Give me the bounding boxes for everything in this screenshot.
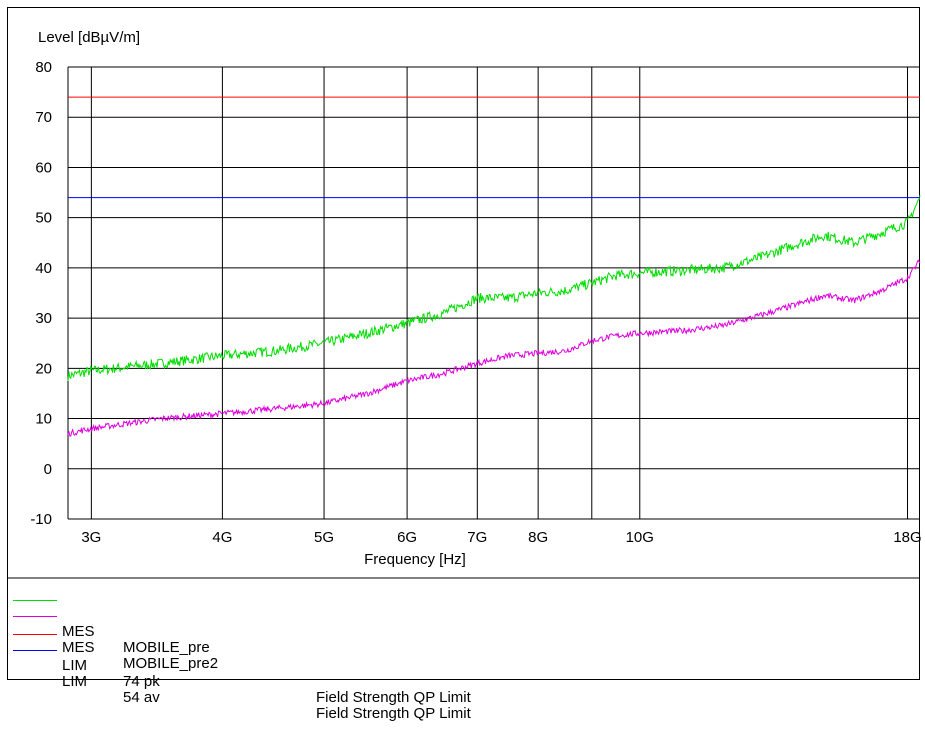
x-tick-label: 6G xyxy=(397,529,417,546)
y-tick-label: 70 xyxy=(35,109,52,126)
y-tick-label: 10 xyxy=(35,411,52,428)
legend-desc: Field Strength QP Limit xyxy=(316,705,471,722)
y-tick-label: 0 xyxy=(44,461,52,478)
chart-frame xyxy=(7,7,920,680)
x-tick-label: 8G xyxy=(528,529,548,546)
series-line-1 xyxy=(67,195,921,381)
series-group xyxy=(67,96,921,437)
x-axis-label: Frequency [Hz] xyxy=(364,551,466,568)
y-tick-label: 80 xyxy=(35,59,52,76)
y-tick-label: 40 xyxy=(35,260,52,277)
x-tick-label: 3G xyxy=(81,529,101,546)
grid xyxy=(67,66,920,520)
y-tick-label: 60 xyxy=(35,159,52,176)
emc-chart: 80 70 60 50 40 30 20 10 0 -10 3G 4G 5G 6G 7G 8G 10G 18G L… xyxy=(7,29,922,579)
x-tick-label: 7G xyxy=(467,529,487,546)
x-tick-label: 10G xyxy=(626,529,654,546)
legend-name: 54 av xyxy=(123,689,160,706)
y-tick-label: 30 xyxy=(35,310,52,327)
y-tick-label: 50 xyxy=(35,210,52,227)
series-line-2 xyxy=(67,259,921,437)
y-tick-label: -10 xyxy=(30,511,52,528)
x-tick-label: 4G xyxy=(212,529,232,546)
x-tick-label: 5G xyxy=(314,529,334,546)
y-axis-label: Level [dBµV/m] xyxy=(38,29,140,46)
legend-desc: Field Strength QP Limit xyxy=(316,689,471,706)
x-tick-label: 18G xyxy=(893,529,921,546)
y-tick-label: 20 xyxy=(35,360,52,377)
tick-labels: 80 70 60 50 40 30 20 10 0 -10 3G 4G 5G 6G 7G 8G 10G 18G xyxy=(30,59,921,546)
